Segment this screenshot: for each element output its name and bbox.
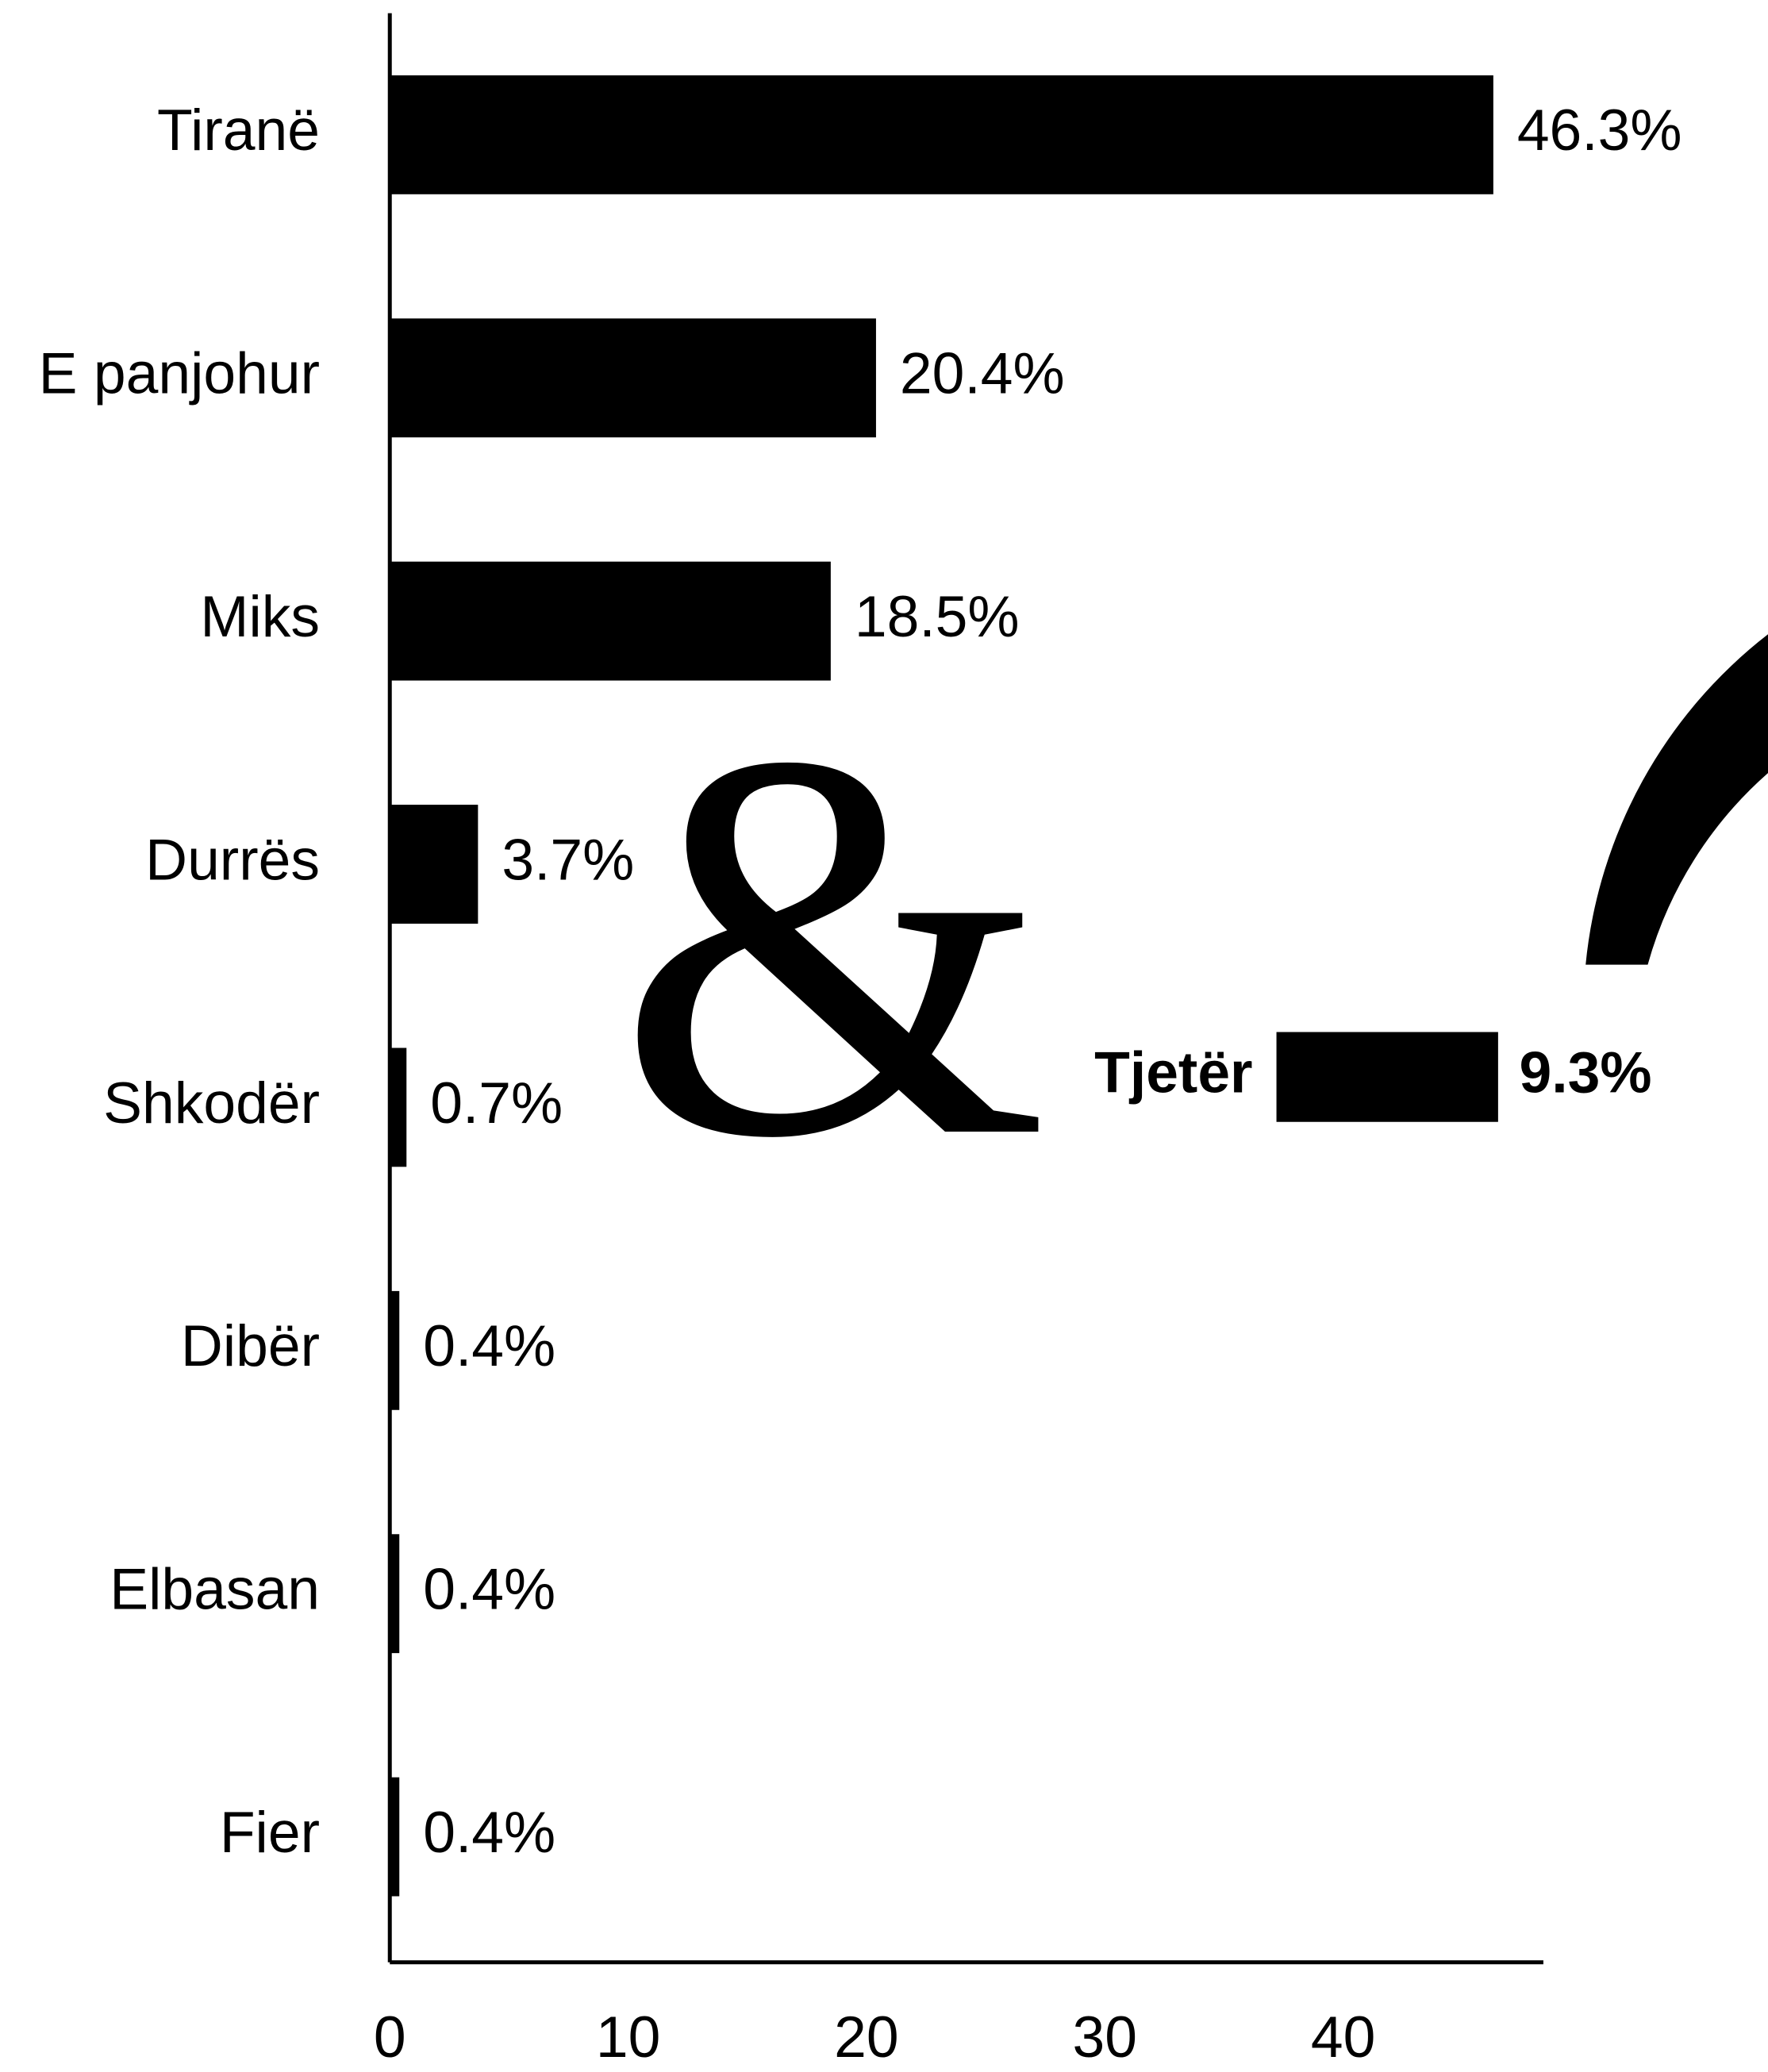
x-tick-label: 30 xyxy=(1073,2005,1137,2070)
bar xyxy=(390,561,831,681)
category-label: Fier xyxy=(220,1800,320,1865)
value-label: 3.7% xyxy=(502,827,634,892)
category-label: Tiranë xyxy=(157,98,320,163)
category-label: Miks xyxy=(200,584,320,649)
value-label: 18.5% xyxy=(855,584,1020,649)
category-label: Elbasan xyxy=(110,1557,320,1622)
value-label: 0.4% xyxy=(423,1313,555,1378)
x-tick-label: 0 xyxy=(374,2005,406,2070)
category-label: Dibër xyxy=(181,1313,320,1378)
category-label: Durrës xyxy=(145,827,320,892)
highlight-bar xyxy=(1276,1032,1498,1122)
bar xyxy=(390,1777,400,1897)
x-tick-label: 20 xyxy=(834,2005,898,2070)
category-label: E panjohur xyxy=(39,341,320,406)
highlight-label: Tjetër xyxy=(1094,1040,1252,1105)
bar xyxy=(390,75,1493,194)
x-tick-label: 10 xyxy=(596,2005,660,2070)
category-label: Shkodër xyxy=(103,1071,320,1136)
value-label: 46.3% xyxy=(1517,98,1682,163)
value-label: 0.7% xyxy=(430,1071,563,1136)
bar xyxy=(390,1290,400,1410)
highlight-value-label: 9.3% xyxy=(1520,1040,1652,1105)
bar xyxy=(390,1048,407,1167)
value-label: 0.4% xyxy=(423,1557,555,1622)
bar xyxy=(390,805,479,924)
value-label: 0.4% xyxy=(423,1800,555,1865)
bar xyxy=(390,1534,400,1654)
ampersand-decoration: & xyxy=(617,638,1048,1252)
value-label: 20.4% xyxy=(900,341,1065,406)
bar xyxy=(390,318,876,438)
arc-decoration xyxy=(1585,634,1768,965)
x-tick-label: 40 xyxy=(1311,2005,1375,2070)
